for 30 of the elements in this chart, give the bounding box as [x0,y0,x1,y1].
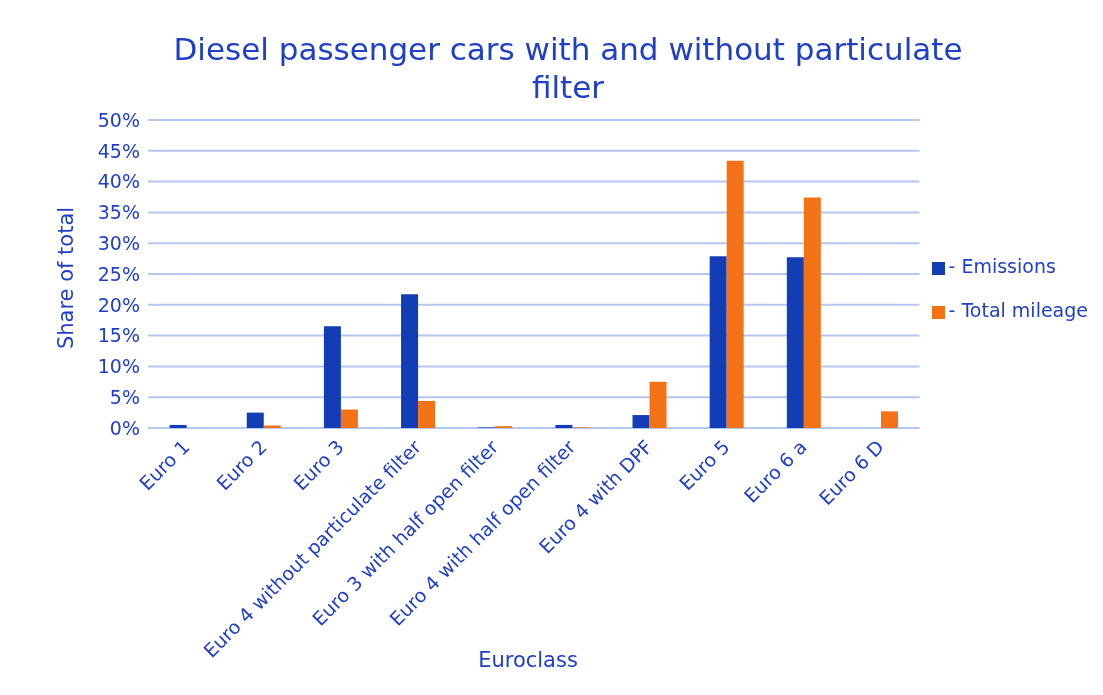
y-tick-label: 0% [109,416,140,439]
y-tick-label: 5% [109,385,140,408]
bar [649,381,667,428]
bar [632,415,650,428]
chart-title: Diesel passenger cars with and without particulate filter [172,30,964,106]
y-tick-label: 35% [97,201,140,224]
y-tick-label: 20% [97,293,140,316]
bar [340,409,358,428]
bar [803,197,821,428]
bar [726,160,744,428]
bar [246,412,264,428]
bar [709,256,727,428]
y-tick-label: 25% [97,262,140,285]
y-tick-label: 10% [97,355,140,378]
y-axis-title: Share of total [54,206,78,350]
y-tick-label: 40% [97,170,140,193]
bar [786,257,804,428]
y-tick-label: 15% [97,324,140,347]
legend-label: - Emissions [948,255,1056,277]
bar [323,326,341,428]
legend-label: - Total mileage [948,299,1088,321]
bar [401,294,419,428]
bar [880,411,898,428]
y-tick-label: 45% [97,139,140,162]
bar [418,400,436,428]
x-axis-title: Euroclass [478,648,578,672]
y-tick-label: 30% [97,231,140,254]
bar [555,424,573,428]
bar [169,424,187,428]
y-tick-label: 50% [97,108,140,131]
